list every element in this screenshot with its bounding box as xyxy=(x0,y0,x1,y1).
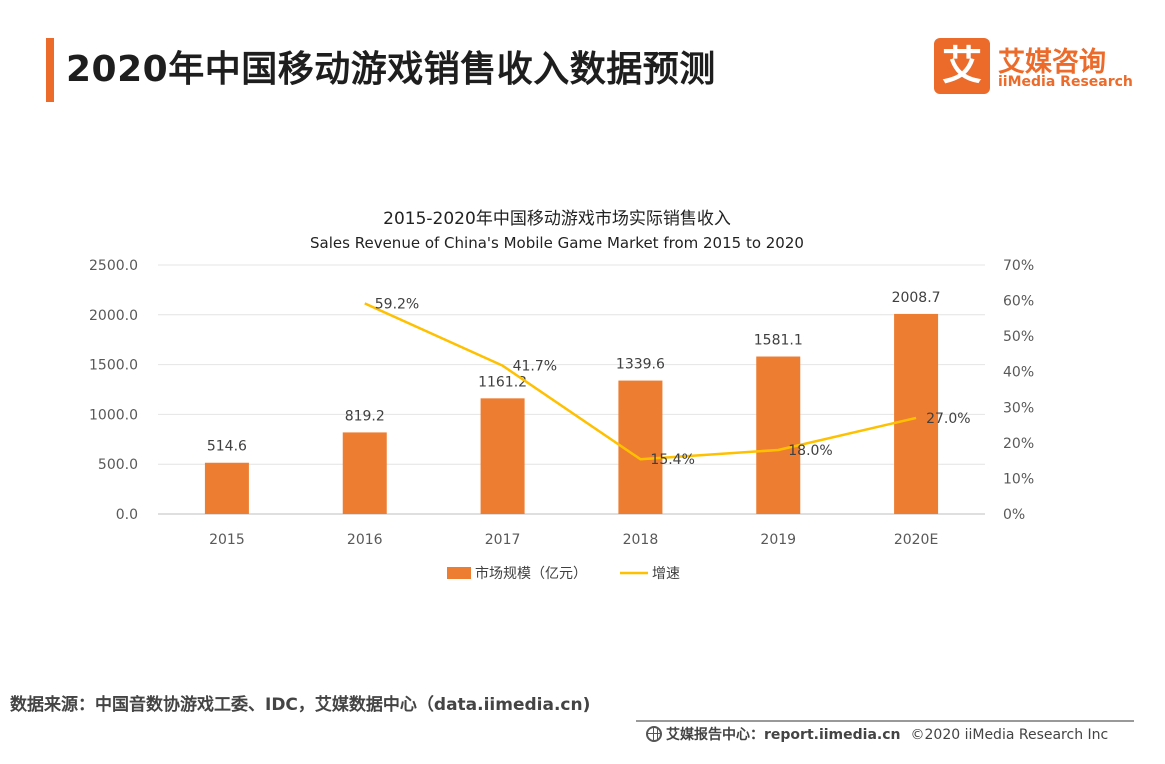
title-accent-bar xyxy=(46,38,54,102)
y-left-tick-label: 500.0 xyxy=(98,457,138,473)
growth-value-label: 27.0% xyxy=(926,411,970,427)
y-right-tick-label: 60% xyxy=(1003,294,1034,310)
growth-value-label: 18.0% xyxy=(788,443,832,459)
y-left-tick-label: 1500.0 xyxy=(89,358,138,374)
x-tick-label: 2020E xyxy=(894,532,938,548)
data-source: 数据来源：中国音数协游戏工委、IDC，艾媒数据中心（data.iimedia.c… xyxy=(10,695,591,715)
chart-subtitle: Sales Revenue of China's Mobile Game Mar… xyxy=(310,234,804,252)
footer: 艾媒报告中心：report.iimedia.cn ©2020 iiMedia Re… xyxy=(646,724,1108,744)
legend-swatch-bar xyxy=(447,567,471,579)
legend-label-bar: 市场规模（亿元） xyxy=(475,565,587,582)
page-title: 2020年中国移动游戏销售收入数据预测 xyxy=(66,49,716,90)
y-right-tick-label: 20% xyxy=(1003,436,1034,452)
bar-2019 xyxy=(756,356,801,514)
logo-name-cn: 艾媒咨询 xyxy=(998,47,1106,78)
bar-value-label: 1339.6 xyxy=(616,357,665,373)
y-right-tick-label: 50% xyxy=(1003,329,1034,345)
iimedia-logo: 艾 艾媒咨询 iiMedia Research xyxy=(934,38,1133,96)
footer-divider xyxy=(636,720,1134,722)
growth-value-label: 41.7% xyxy=(513,359,557,375)
growth-value-label: 59.2% xyxy=(375,296,419,312)
logo-name-en: iiMedia Research xyxy=(998,74,1133,90)
x-tick-label: 2019 xyxy=(760,532,796,548)
bar-2018 xyxy=(618,380,663,514)
bar-2017 xyxy=(480,398,525,514)
y-left-tick-label: 1000.0 xyxy=(89,407,138,423)
bar-value-label: 514.6 xyxy=(207,439,247,455)
footer-copyright: ©2020 iiMedia Research Inc xyxy=(910,727,1109,743)
bar-2015 xyxy=(204,462,249,514)
globe-icon xyxy=(646,726,662,742)
x-tick-label: 2018 xyxy=(623,532,659,548)
growth-line xyxy=(364,302,917,461)
y-left-tick-label: 2500.0 xyxy=(89,258,138,274)
bar-2020E xyxy=(894,313,939,514)
bar-value-label: 1581.1 xyxy=(754,333,803,349)
logo-mark-icon: 艾 xyxy=(934,38,990,94)
x-tick-label: 2017 xyxy=(485,532,521,548)
bar-value-label: 2008.7 xyxy=(892,290,941,306)
bar-2016 xyxy=(342,432,387,514)
y-right-tick-label: 40% xyxy=(1003,365,1034,381)
bar-value-label: 1161.2 xyxy=(478,374,527,390)
y-left-tick-label: 0.0 xyxy=(116,507,138,523)
growth-value-label: 15.4% xyxy=(650,452,694,468)
y-left-tick-label: 2000.0 xyxy=(89,308,138,324)
footer-report-link[interactable]: 艾媒报告中心：report.iimedia.cn xyxy=(666,727,901,743)
y-right-tick-label: 0% xyxy=(1003,507,1025,523)
y-right-tick-label: 70% xyxy=(1003,258,1034,274)
legend-label-line: 增速 xyxy=(652,566,680,582)
bar-value-label: 819.2 xyxy=(345,408,385,424)
x-tick-label: 2015 xyxy=(209,532,245,548)
y-right-tick-label: 10% xyxy=(1003,471,1034,487)
x-tick-label: 2016 xyxy=(347,532,383,548)
chart-title: 2015-2020年中国移动游戏市场实际销售收入 xyxy=(383,209,731,229)
y-right-tick-label: 30% xyxy=(1003,400,1034,416)
